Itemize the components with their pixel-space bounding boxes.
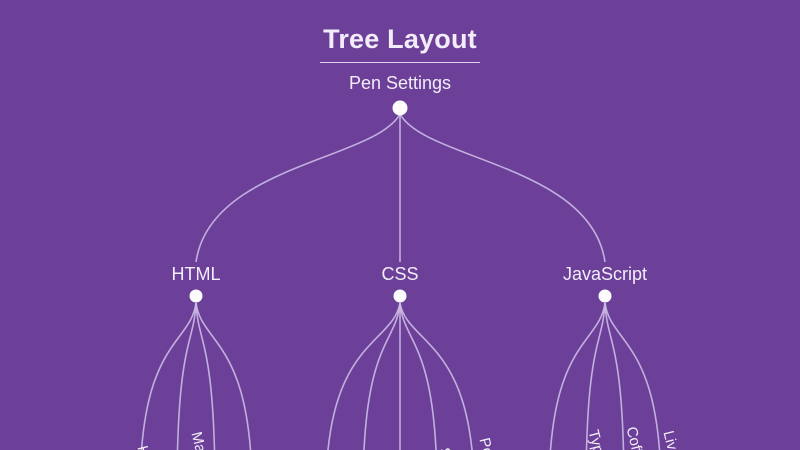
link-branch-to-leaf xyxy=(604,302,661,450)
page-title-text: Tree Layout xyxy=(320,24,480,63)
link-branch-to-leaf xyxy=(140,302,197,450)
link-branch-to-leaf xyxy=(604,302,625,450)
link-branch-to-leaf xyxy=(195,302,252,450)
branch-node-dot[interactable] xyxy=(189,289,203,303)
link-branch-to-leaf xyxy=(176,302,197,450)
root-node-label: Pen Settings xyxy=(348,73,452,93)
link-branch-to-leaf xyxy=(363,302,401,450)
link-branch-to-leaf xyxy=(549,302,606,450)
branch-node-label: JavaScript xyxy=(562,264,648,284)
link-branch-to-leaf xyxy=(399,302,437,450)
link-root-to-branch xyxy=(399,113,606,263)
link-branch-to-leaf xyxy=(195,302,216,450)
link-branch-to-leaf xyxy=(399,302,473,450)
branch-node-label: HTML xyxy=(171,264,221,284)
link-branch-to-leaf xyxy=(585,302,606,450)
root-node-dot[interactable] xyxy=(392,100,408,116)
branch-node-dot[interactable] xyxy=(598,289,612,303)
branch-node-dot[interactable] xyxy=(393,289,407,303)
link-branch-to-leaf xyxy=(327,302,401,450)
branch-node-label: CSS xyxy=(381,264,419,284)
link-root-to-branch xyxy=(195,113,401,263)
page-title: Tree Layout xyxy=(0,24,800,63)
